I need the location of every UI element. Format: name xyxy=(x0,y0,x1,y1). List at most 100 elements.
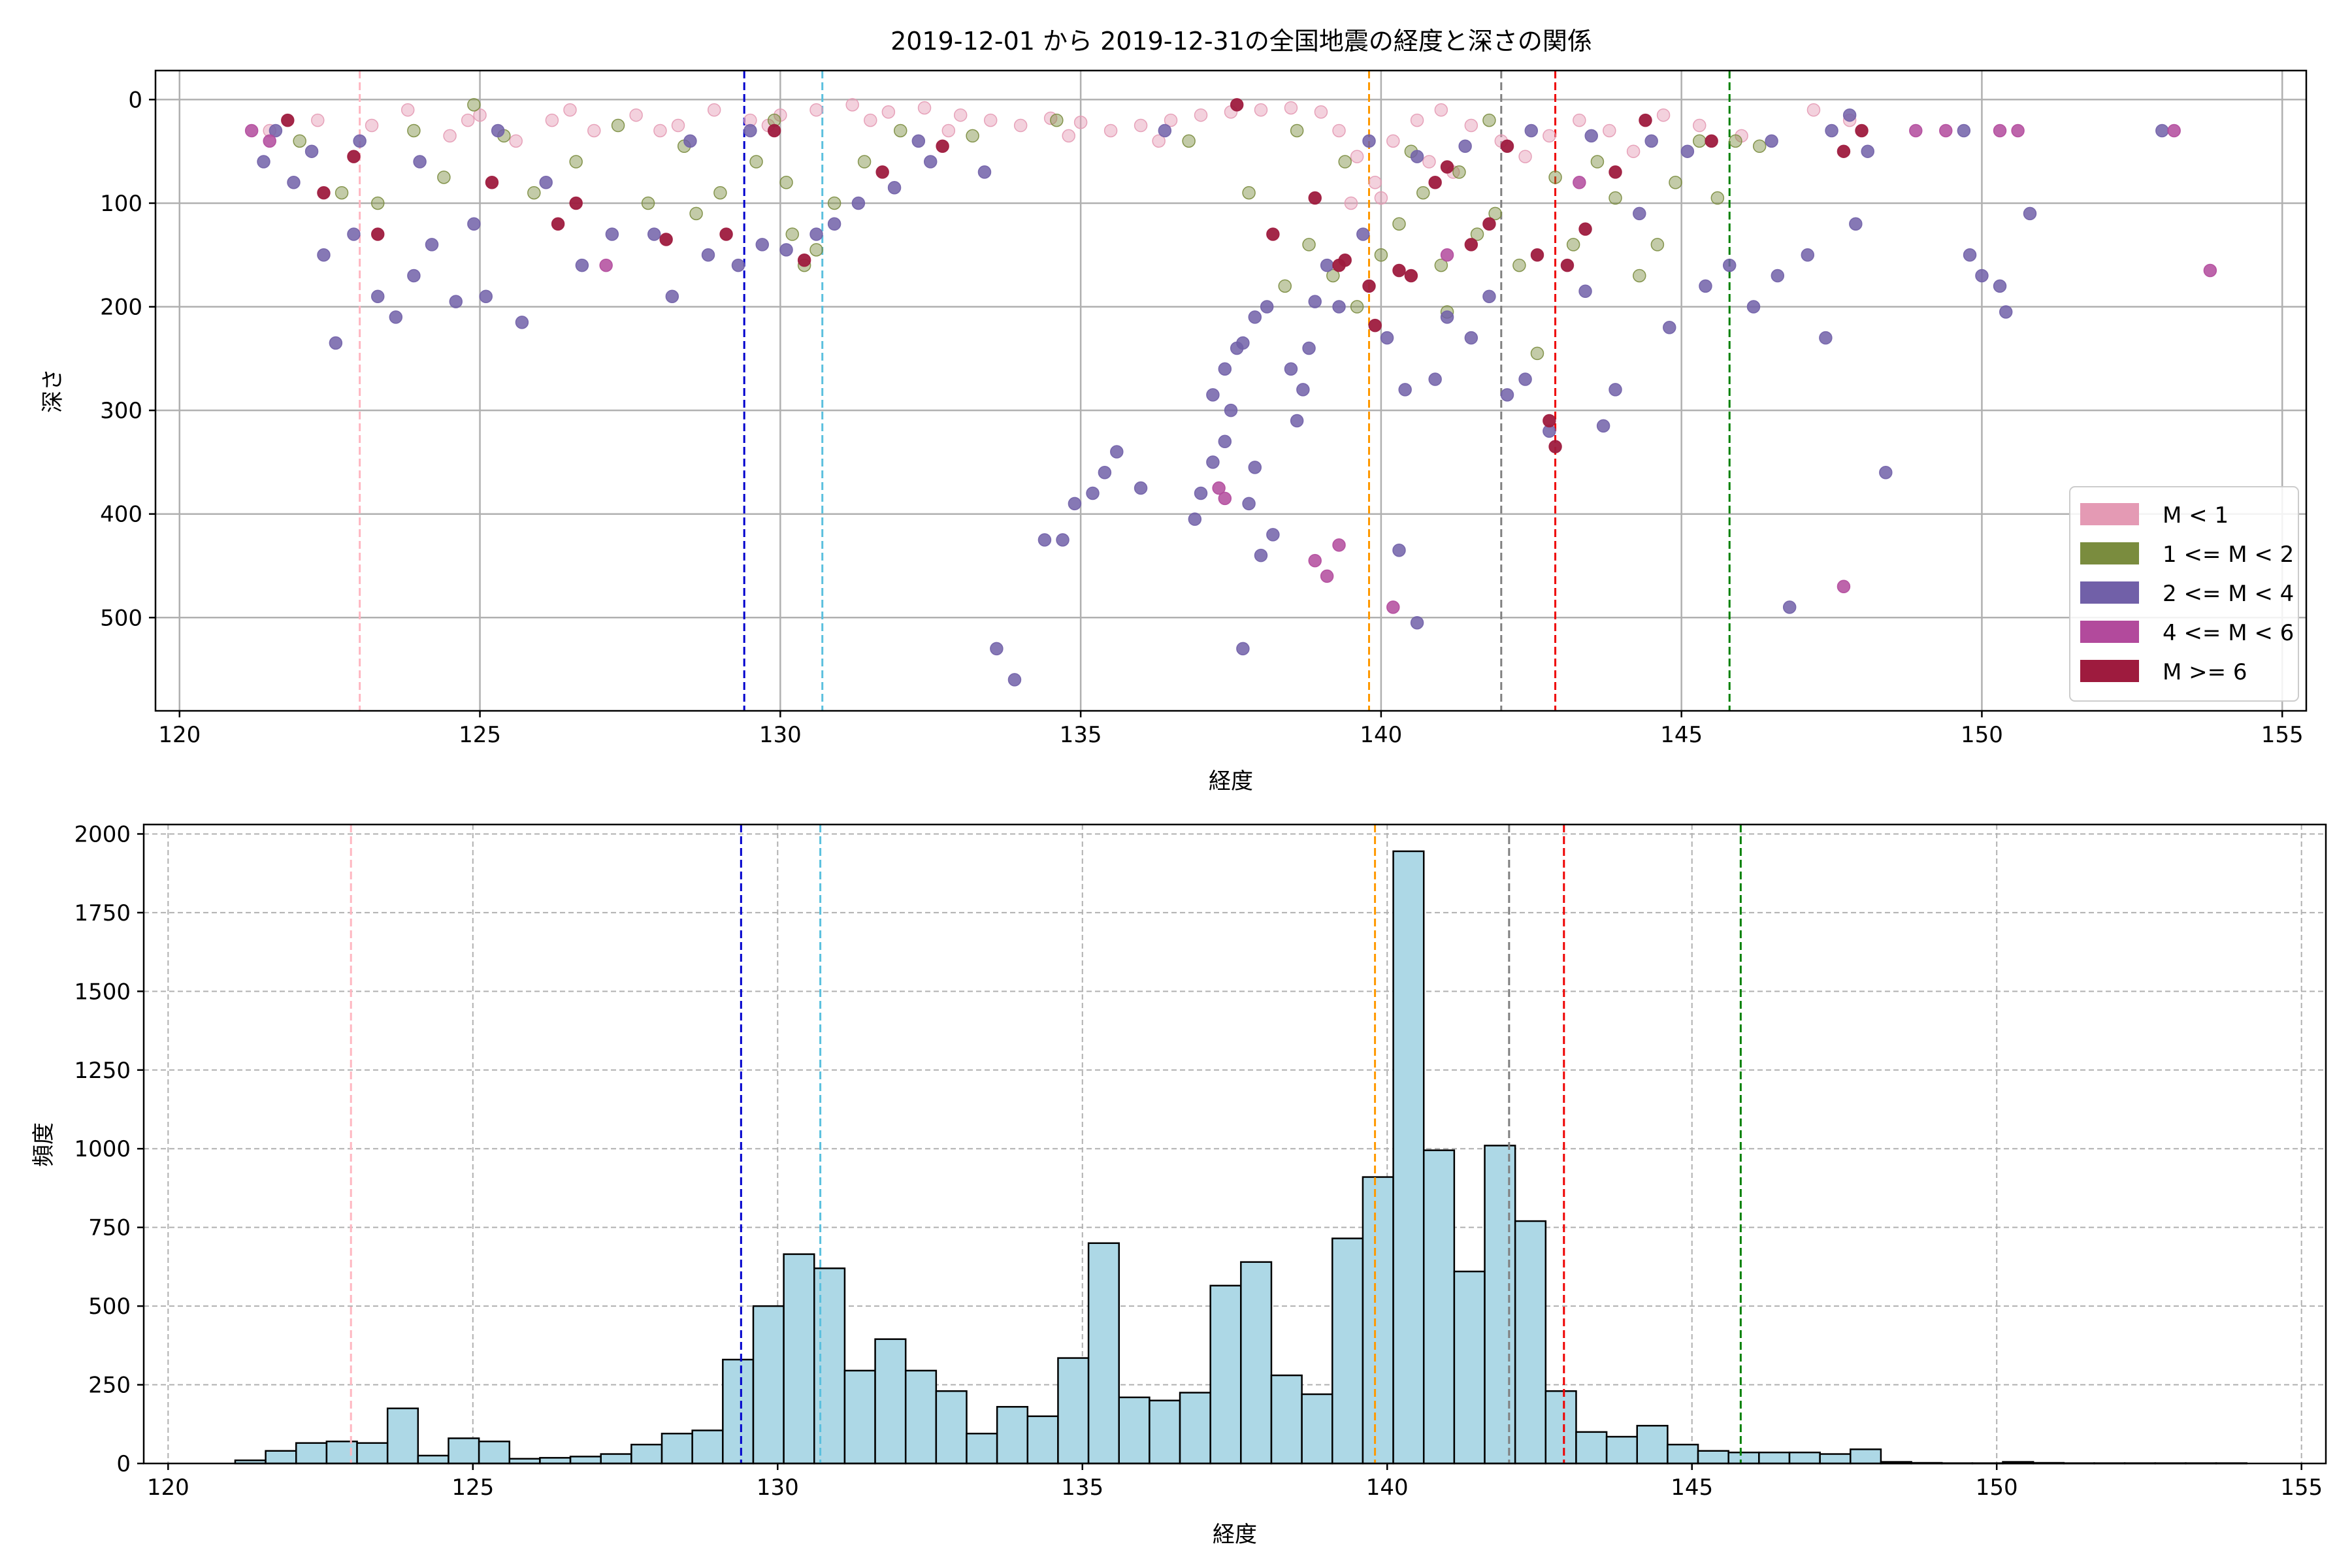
scatter-point xyxy=(1963,248,1977,262)
scatter-point xyxy=(304,144,319,158)
scatter-point xyxy=(1842,108,1857,122)
scatter-point xyxy=(1290,414,1304,428)
scatter-point xyxy=(1368,318,1382,333)
scatter-point xyxy=(1007,673,1022,687)
scatter-point xyxy=(1362,279,1376,293)
scatter-point xyxy=(1464,331,1478,345)
histogram-bar xyxy=(1484,1145,1516,1465)
scatter-point xyxy=(1440,310,1454,324)
scatter-point xyxy=(689,206,703,221)
scatter-point xyxy=(749,155,763,169)
scatter-frame xyxy=(154,69,2308,712)
histogram-bar xyxy=(1788,1451,1821,1465)
scatter-point xyxy=(1650,238,1665,252)
scatter-point xyxy=(779,243,793,257)
scatter-point xyxy=(659,233,673,246)
scatter-point xyxy=(1975,269,1989,283)
histogram-x-tick-label: 130 xyxy=(757,1475,799,1501)
histogram-x-tick-label: 145 xyxy=(1671,1475,1713,1501)
scatter-point xyxy=(1543,129,1556,143)
scatter-point xyxy=(400,103,415,117)
scatter-point xyxy=(1392,263,1406,278)
scatter-point xyxy=(1500,139,1514,154)
scatter-point xyxy=(731,258,745,272)
scatter-point xyxy=(1158,123,1172,138)
scatter-point xyxy=(1609,191,1622,205)
scatter-point xyxy=(1296,383,1310,397)
scatter-point xyxy=(485,176,499,189)
scatter-x-tick-label: 150 xyxy=(1961,722,2003,748)
scatter-point xyxy=(1464,238,1478,252)
histogram-bar xyxy=(935,1390,968,1465)
scatter-point xyxy=(575,258,589,272)
scatter-point xyxy=(1440,160,1454,174)
scatter-point xyxy=(1308,295,1322,308)
scatter-point xyxy=(1500,388,1514,402)
scatter-point xyxy=(809,227,823,241)
scatter-point xyxy=(347,227,361,241)
scatter-point xyxy=(1284,362,1298,376)
scatter-x-tick-label: 155 xyxy=(2261,722,2304,748)
scatter-point xyxy=(1518,372,1532,386)
scatter-point xyxy=(966,129,979,143)
histogram-bar xyxy=(966,1432,998,1465)
scatter-panel: 120 125 130 135 140 145 150 155 0 100 200 300 400 50… xyxy=(40,69,2308,794)
scatter-point xyxy=(1825,123,1838,138)
scatter-point xyxy=(461,113,475,127)
scatter-point xyxy=(515,316,529,329)
scatter-point xyxy=(1584,129,1598,143)
scatter-point xyxy=(665,289,679,303)
scatter-point xyxy=(1266,528,1280,542)
histogram-y-tick-label: 1500 xyxy=(74,979,131,1005)
scatter-point xyxy=(1050,113,1064,127)
scatter-point xyxy=(1278,279,1292,293)
legend-swatch xyxy=(2080,503,2139,525)
scatter-point xyxy=(365,118,379,133)
scatter-point xyxy=(539,176,553,189)
scatter-point xyxy=(1404,269,1418,283)
histogram-bar xyxy=(1758,1451,1791,1465)
scatter-point xyxy=(1849,217,1863,231)
scatter-y-ticks: 0 100 200 300 400 500 xyxy=(100,87,155,631)
scatter-point xyxy=(1603,123,1616,138)
scatter-point xyxy=(1410,113,1424,127)
scatter-point xyxy=(1386,600,1400,614)
scatter-point xyxy=(1855,123,1869,138)
histogram-bar xyxy=(1026,1415,1059,1465)
histogram-bar xyxy=(783,1253,815,1465)
scatter-point xyxy=(1266,227,1280,241)
scatter-point xyxy=(1308,191,1322,205)
scatter-point xyxy=(389,310,403,324)
scatter-point xyxy=(977,165,992,179)
scatter-point xyxy=(1746,300,1761,314)
scatter-point xyxy=(1206,388,1220,402)
scatter-point xyxy=(936,139,949,154)
scatter-y-tick-label: 0 xyxy=(128,87,142,113)
histogram-x-axis-label: 経度 xyxy=(1213,1522,1257,1548)
scatter-point xyxy=(527,186,541,200)
scatter-point xyxy=(1518,150,1532,163)
scatter-point xyxy=(719,227,733,241)
histogram-bar xyxy=(1240,1261,1273,1465)
scatter-point xyxy=(1626,144,1641,158)
histogram-y-tick-label: 2000 xyxy=(74,821,131,847)
scatter-point xyxy=(923,155,938,169)
scatter-point xyxy=(599,258,613,272)
histogram-y-tick-label: 0 xyxy=(116,1451,131,1477)
scatter-point xyxy=(1422,155,1436,169)
scatter-point xyxy=(569,196,583,210)
legend-label: 2 <= M < 4 xyxy=(2163,581,2294,607)
scatter-point xyxy=(1633,206,1646,221)
scatter-point xyxy=(809,243,823,257)
scatter-point xyxy=(563,103,577,117)
scatter-point xyxy=(1488,206,1502,221)
histogram-bar xyxy=(843,1369,876,1465)
scatter-point xyxy=(827,196,841,210)
scatter-point xyxy=(864,113,877,127)
scatter-point xyxy=(473,108,487,122)
scatter-point xyxy=(317,248,331,262)
histogram-x-tick-label: 125 xyxy=(451,1475,494,1501)
scatter-point xyxy=(1939,123,1953,138)
scatter-point xyxy=(370,289,385,303)
